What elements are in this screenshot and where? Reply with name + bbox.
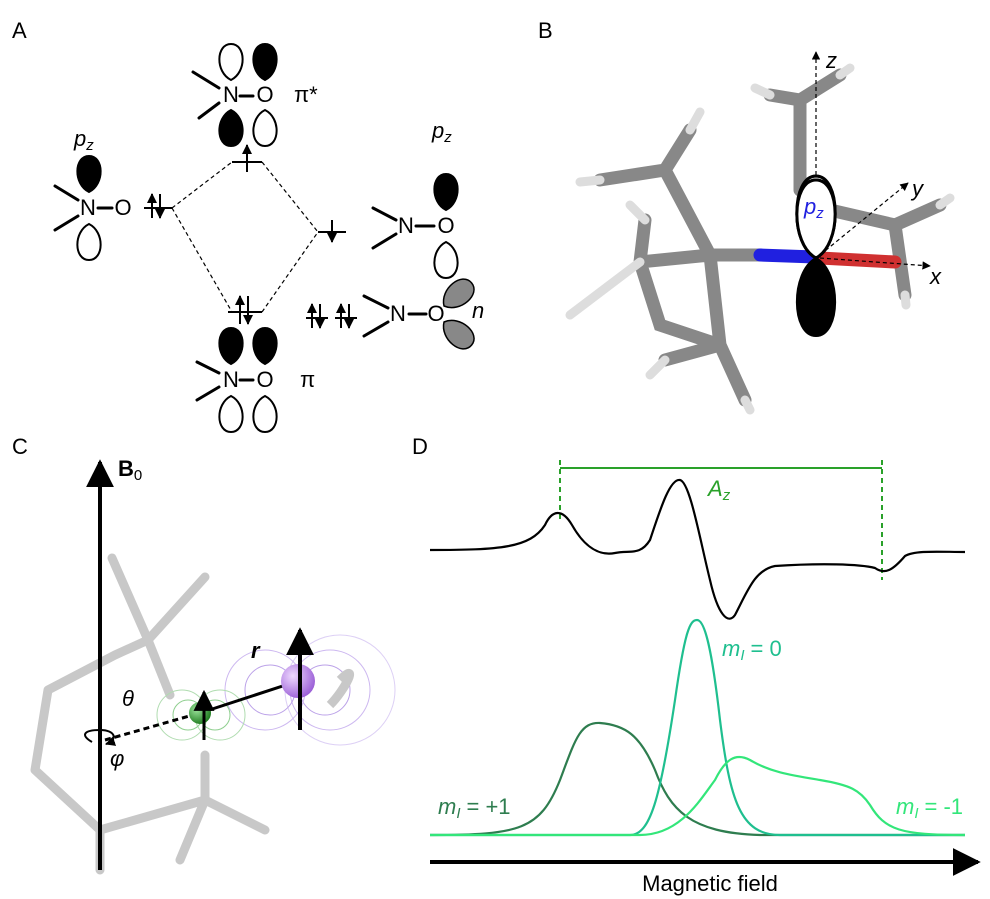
atom: O	[437, 213, 454, 238]
value: = 0	[751, 636, 782, 661]
symbol: m	[722, 636, 740, 661]
subscript: z	[722, 487, 731, 504]
line-label: mI = +1	[438, 794, 511, 822]
distance-label: r	[251, 638, 261, 663]
molecule-sticks	[570, 68, 950, 410]
atom: N	[398, 213, 414, 238]
panel-b: B z y x pz	[538, 18, 950, 410]
subscript: I	[914, 805, 918, 822]
molecule-n: N O n	[364, 274, 484, 354]
line-label: mI = 0	[722, 636, 782, 664]
panel-label: D	[412, 434, 428, 459]
molecule-pi-star: N O π*	[193, 44, 318, 146]
molecule-pi: N O π	[197, 328, 315, 432]
subscript: z	[443, 129, 452, 146]
field-loops	[157, 635, 395, 745]
atom: N	[223, 82, 239, 107]
symbol: m	[896, 794, 914, 819]
symbol: B	[118, 456, 134, 481]
field-label: B0	[118, 456, 142, 484]
atom: N	[80, 195, 96, 220]
orbital-label: pz	[431, 118, 452, 146]
atom: O	[427, 301, 444, 326]
panel-c: C B0 θ φ r	[12, 434, 395, 870]
atom: N	[390, 301, 406, 326]
angle-label: θ	[122, 686, 134, 711]
symbol: m	[438, 794, 456, 819]
orbital-label: pz	[73, 126, 94, 154]
angle-label: φ	[110, 746, 124, 771]
axis-label: y	[910, 176, 925, 201]
molecule-left: pz N O	[55, 126, 172, 260]
panel-label: A	[12, 18, 27, 43]
atom: O	[256, 367, 273, 392]
page: Nitroxide orbital and hyperfine diagram …	[0, 0, 990, 899]
line-label: mI = -1	[896, 794, 963, 822]
axis-label: x	[929, 264, 942, 289]
subscript: I	[740, 647, 744, 664]
atom: N	[223, 367, 239, 392]
figure: A N O π* pz N O	[0, 0, 990, 899]
panel-label: B	[538, 18, 553, 43]
subscript: I	[456, 805, 460, 822]
subscript: 0	[134, 467, 142, 484]
orbital-label: n	[472, 298, 484, 323]
body: A N O π* pz N O	[0, 0, 990, 899]
value: = -1	[925, 794, 964, 819]
symbol: A	[706, 476, 723, 501]
panel-label: C	[12, 434, 28, 459]
subscript: z	[85, 137, 94, 154]
spectrum	[430, 480, 965, 619]
value: = +1	[467, 794, 511, 819]
energy-levels	[172, 145, 357, 328]
panel-a: A N O π* pz N O	[12, 18, 484, 432]
atom: O	[256, 82, 273, 107]
orbital-label: π	[300, 367, 315, 392]
subscript: z	[815, 205, 824, 222]
molecule-right: pz N O	[373, 118, 458, 278]
coupling-label: Az	[706, 476, 731, 504]
orbital-label: π*	[294, 82, 318, 107]
atom: O	[114, 195, 131, 220]
symbol: p	[431, 118, 444, 143]
symbol: p	[803, 194, 816, 219]
symbol: p	[73, 126, 86, 151]
x-axis-label: Magnetic field	[642, 871, 778, 896]
axis-label: z	[825, 48, 837, 73]
panel-d: D Az mI= +1 mI= 0 mI= -1 Magnetic field	[412, 434, 978, 896]
